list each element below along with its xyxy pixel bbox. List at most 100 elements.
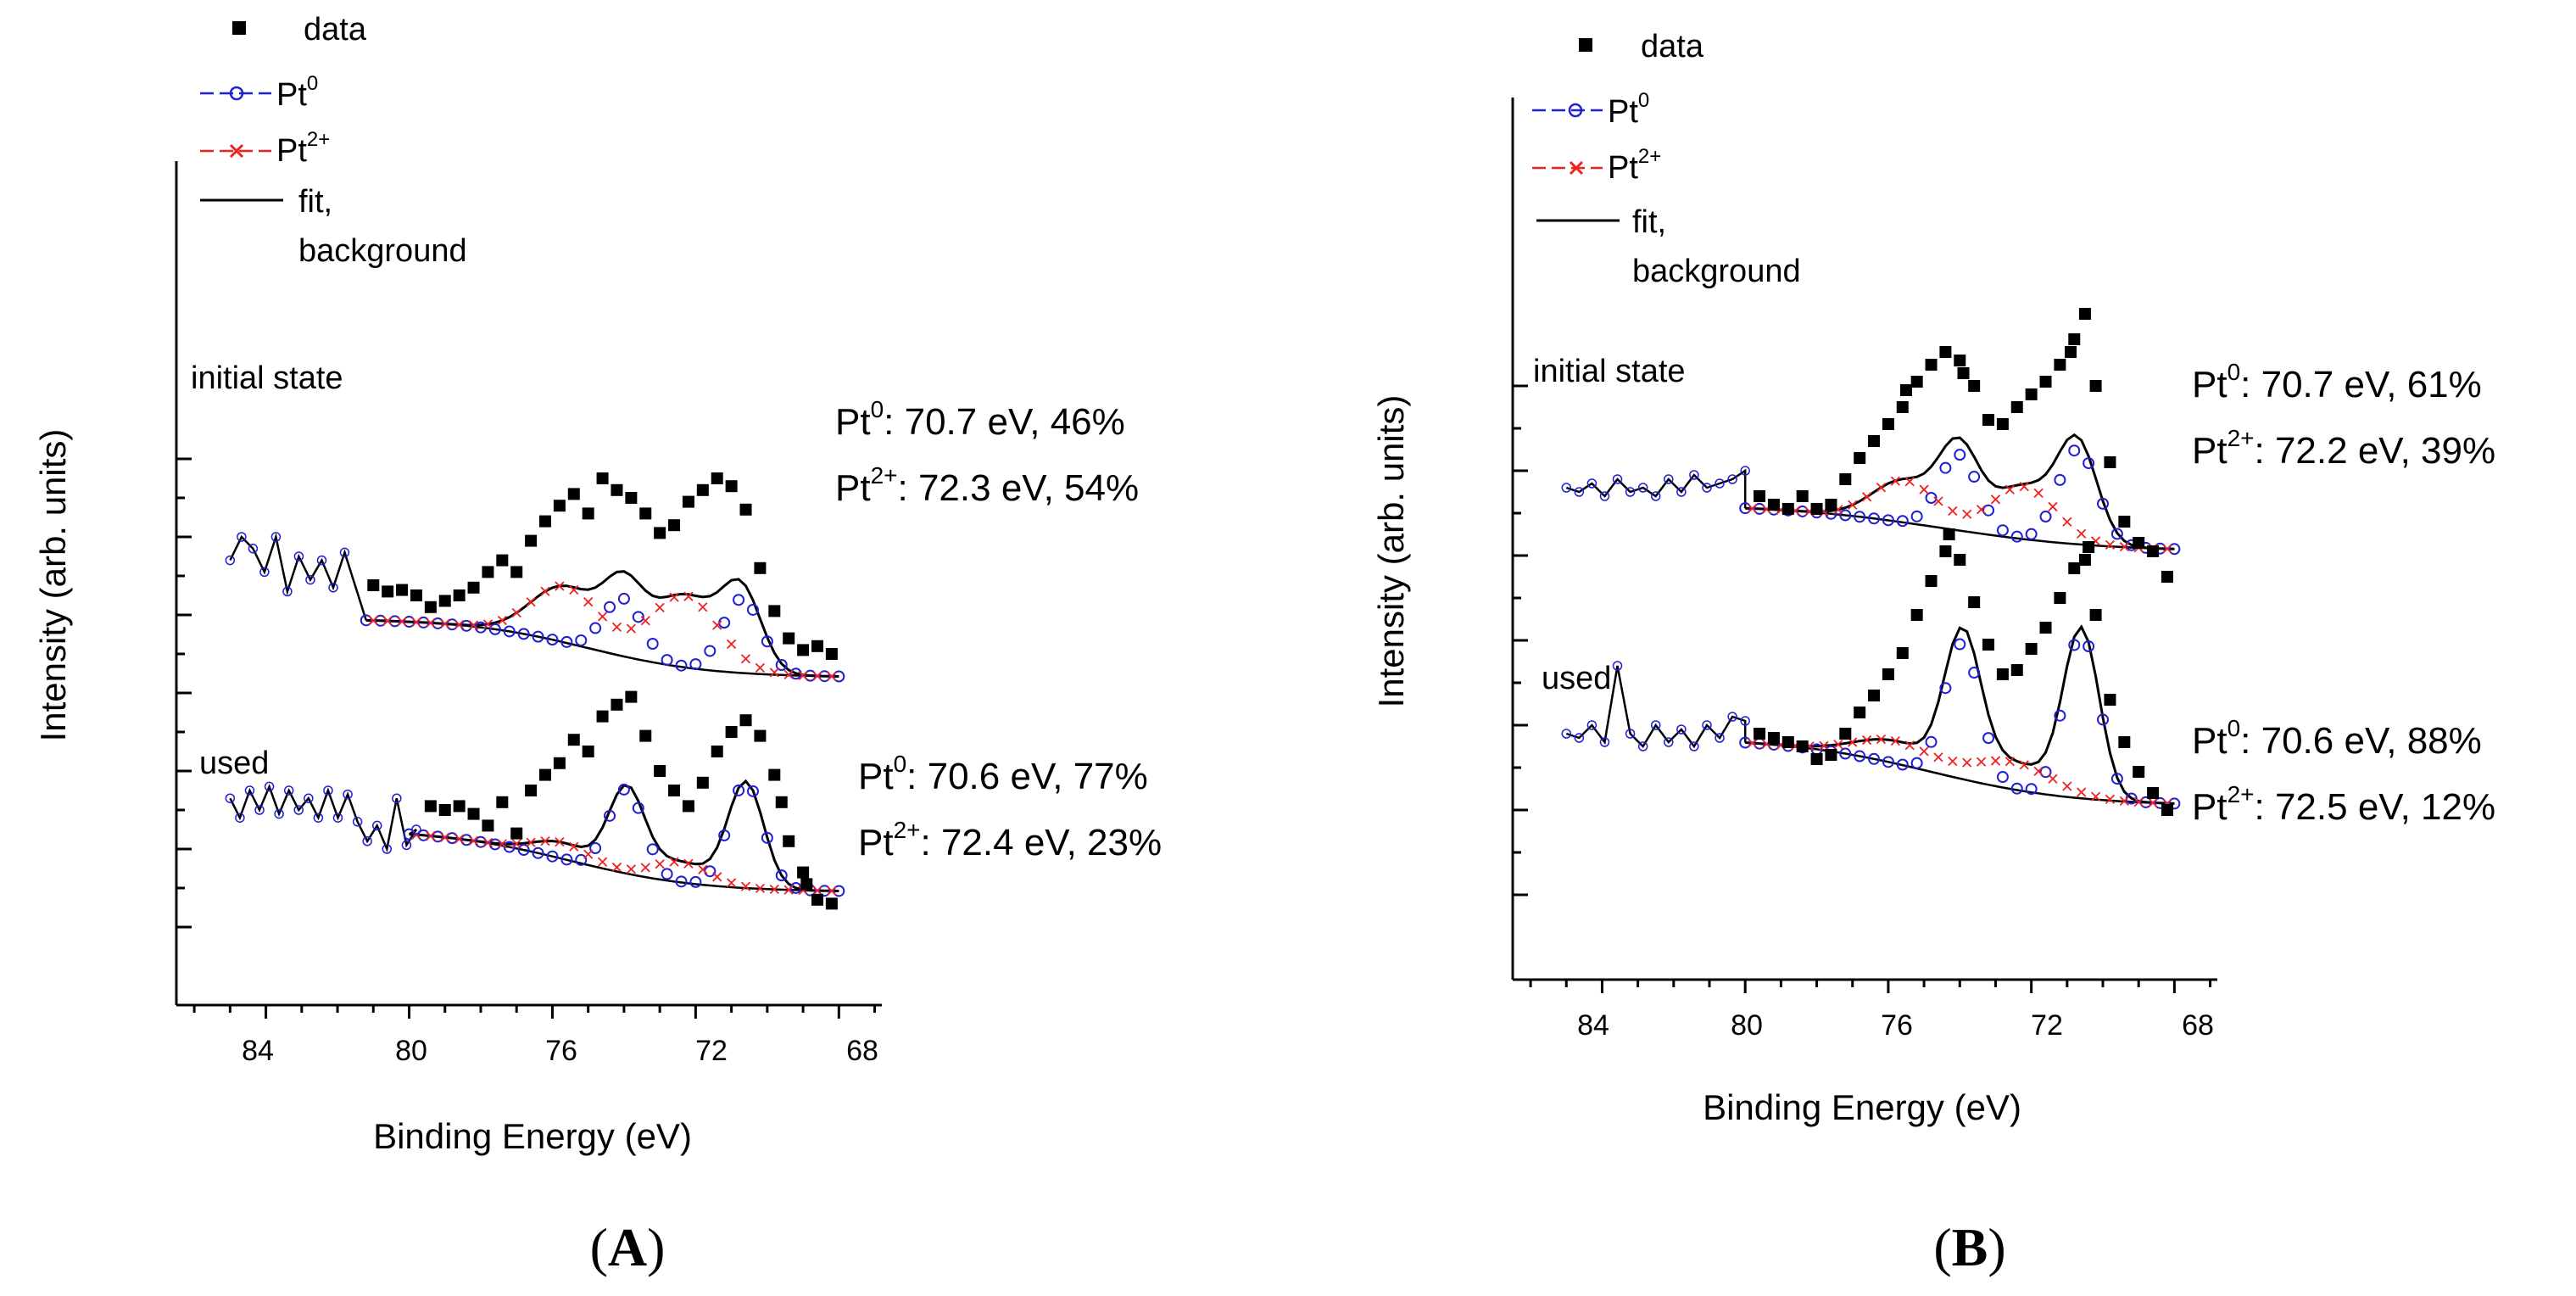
data-point — [525, 785, 538, 796]
noise-marker — [1664, 474, 1674, 484]
noise-marker — [382, 844, 393, 854]
data-point — [1957, 367, 1970, 379]
pt2-component-marker — [712, 872, 722, 882]
pt2-component-marker — [2090, 791, 2101, 802]
pt2-component-marker — [1861, 492, 1872, 502]
pt2-component-marker — [755, 662, 766, 673]
data-point — [797, 644, 810, 656]
pt0-component-marker — [517, 628, 530, 640]
data-point — [1767, 499, 1780, 511]
pt2-component-marker — [2162, 544, 2172, 554]
pt2-component-marker — [812, 885, 822, 896]
data-point — [768, 768, 781, 781]
data-point — [467, 807, 480, 820]
data-point — [2147, 787, 2160, 799]
data-point — [2161, 804, 2173, 816]
x-tick-label: 68 — [2182, 1009, 2214, 1042]
noise-marker — [1727, 474, 1737, 484]
pt2-component-marker — [698, 602, 708, 612]
data-point — [582, 507, 594, 520]
pt0-component-marker — [1910, 757, 1923, 769]
pt2-component-marker — [2062, 781, 2072, 791]
pt2-component-marker — [511, 839, 521, 849]
pt0-component-marker — [589, 842, 602, 855]
data-point — [2104, 456, 2116, 468]
pt0-component-marker — [1754, 502, 1766, 515]
legend-marker-pt2 — [1569, 160, 1584, 176]
pt0-component-marker — [1839, 509, 1852, 522]
pt0-component-marker — [733, 594, 745, 606]
noise-trace — [229, 783, 418, 853]
x-tick-label: 80 — [1731, 1009, 1763, 1042]
noise-marker — [1676, 724, 1687, 735]
x-tick-label: 76 — [545, 1035, 577, 1067]
pt0-component-marker — [661, 654, 673, 667]
pt0-component-marker — [575, 853, 588, 866]
data-point — [467, 581, 480, 594]
noise-marker — [1612, 474, 1623, 484]
pt2-component-marker — [740, 881, 751, 891]
pt0-component-marker — [2068, 639, 2081, 651]
x-tick-label: 80 — [395, 1035, 427, 1067]
pt0-component-marker — [403, 616, 415, 628]
noise-marker — [1727, 712, 1737, 722]
pt2-component-marker — [769, 668, 779, 678]
panel-a: 84 80 76 72 68 Binding Energy (eV) Inten… — [33, 12, 1162, 1277]
data-point — [2104, 694, 2116, 706]
pt2-component-marker — [540, 586, 550, 596]
data-point — [2161, 571, 2173, 583]
x-axis-title: Binding Energy (eV) — [373, 1116, 692, 1156]
noise-marker — [282, 586, 293, 597]
data-point — [625, 492, 638, 504]
panel-label-b: (B) — [1933, 1217, 2005, 1277]
pt0-component-marker — [1868, 752, 1881, 765]
noise-marker — [1625, 487, 1636, 497]
pt2-component-marker — [783, 669, 794, 679]
data-point — [1925, 359, 1938, 371]
x-tick-label: 84 — [242, 1035, 274, 1067]
pt0-component-marker — [417, 829, 430, 841]
data-point — [1781, 736, 1794, 748]
pt2-component-marker — [526, 597, 536, 607]
pt0-component-marker — [646, 637, 659, 650]
pt2-component-marker — [426, 617, 436, 628]
data-point — [1810, 753, 1823, 765]
pt2-component-marker — [2062, 517, 2072, 527]
pt2-component-marker — [468, 620, 479, 630]
data-point — [1882, 418, 1894, 430]
pt2-component-marker — [626, 864, 637, 874]
pt0-component-marker — [661, 868, 673, 880]
pt0-component-marker — [374, 614, 387, 627]
pt0-component-marker — [1954, 638, 1966, 651]
pt2-component-marker — [2105, 539, 2116, 550]
pt0-component-marker — [546, 850, 559, 863]
data-point — [496, 554, 509, 567]
pt2-component-marker — [1948, 506, 1958, 517]
pt2-component-marker — [1747, 738, 1758, 748]
noise-marker — [1689, 470, 1699, 480]
curves-b — [1561, 433, 2181, 810]
legend-marker-pt2 — [229, 143, 244, 159]
data-point — [453, 800, 466, 813]
data-point — [2054, 592, 2066, 604]
ticks-b — [1513, 384, 2212, 993]
pt0-component-marker — [833, 885, 845, 897]
y-axis-title: Intensity (arb. units) — [1371, 395, 1411, 708]
pt2-component-marker — [555, 837, 565, 847]
pt2-component-marker — [2033, 488, 2044, 498]
pt2-component-marker — [812, 671, 822, 681]
pt0-component-marker — [804, 669, 817, 682]
data-point — [1910, 609, 1923, 621]
noise-marker — [1702, 483, 1712, 493]
background-line — [1745, 506, 2175, 550]
noise-marker — [328, 583, 338, 593]
pt0-component-marker — [2039, 766, 2052, 779]
noise-marker — [1650, 720, 1661, 730]
pt0-component-marker — [1925, 735, 1938, 748]
pt2-component-marker — [397, 617, 407, 627]
pt0-component-marker — [532, 630, 544, 643]
pt2-component-marker — [1990, 494, 2001, 505]
pt2-component-marker — [569, 584, 579, 595]
data-point — [2010, 401, 2023, 413]
